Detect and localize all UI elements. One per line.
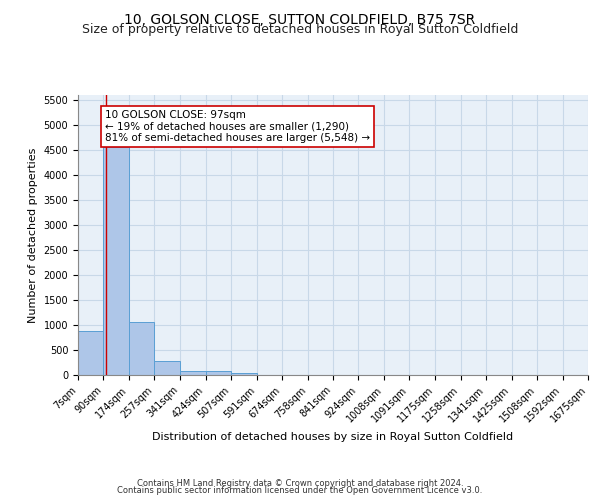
Text: 10, GOLSON CLOSE, SUTTON COLDFIELD, B75 7SR: 10, GOLSON CLOSE, SUTTON COLDFIELD, B75 … bbox=[124, 12, 476, 26]
Y-axis label: Number of detached properties: Number of detached properties bbox=[28, 148, 38, 322]
Text: 10 GOLSON CLOSE: 97sqm
← 19% of detached houses are smaller (1,290)
81% of semi-: 10 GOLSON CLOSE: 97sqm ← 19% of detached… bbox=[105, 110, 370, 143]
Text: Contains public sector information licensed under the Open Government Licence v3: Contains public sector information licen… bbox=[118, 486, 482, 495]
Text: Contains HM Land Registry data © Crown copyright and database right 2024.: Contains HM Land Registry data © Crown c… bbox=[137, 478, 463, 488]
Bar bbox=[78, 331, 103, 375]
Bar bbox=[231, 372, 257, 375]
Bar bbox=[154, 361, 180, 375]
Bar bbox=[103, 147, 129, 375]
Bar bbox=[129, 322, 154, 375]
Text: Size of property relative to detached houses in Royal Sutton Coldfield: Size of property relative to detached ho… bbox=[82, 22, 518, 36]
Bar bbox=[180, 370, 205, 375]
Bar bbox=[205, 370, 231, 375]
X-axis label: Distribution of detached houses by size in Royal Sutton Coldfield: Distribution of detached houses by size … bbox=[152, 432, 514, 442]
